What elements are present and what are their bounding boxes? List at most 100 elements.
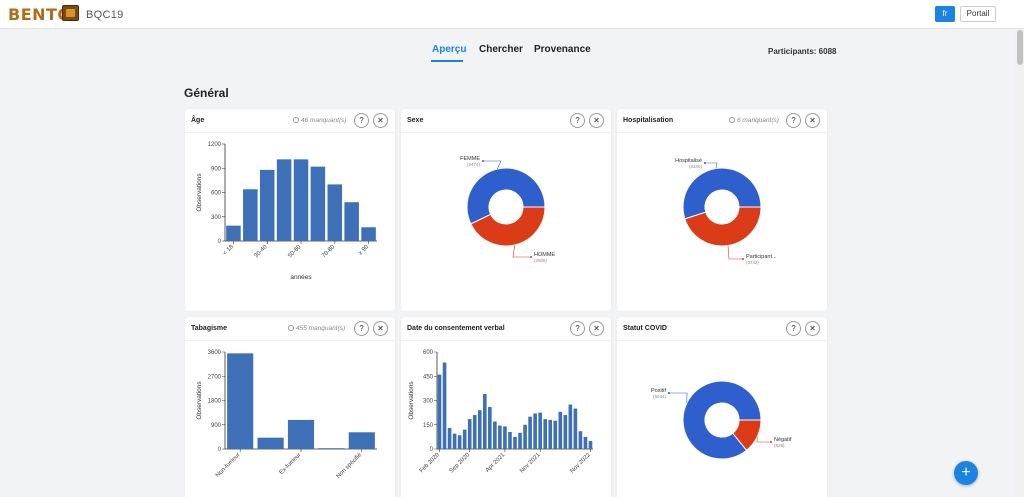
missing-label: 6 manquant(s) — [737, 117, 779, 124]
bar — [447, 427, 452, 449]
pie-slice — [682, 167, 762, 220]
bar — [553, 420, 558, 449]
participants-count: Participants: 6088 — [768, 47, 837, 56]
bar — [503, 426, 507, 449]
pie-slice — [682, 380, 762, 460]
card-title: Âge — [191, 117, 205, 124]
x-axis-label: années — [290, 274, 312, 281]
card-consentement: Date du consentement verbal ? ✕ 0 150 300 4… — [401, 317, 611, 497]
card-statut-covid: Statut COVID ? ✕ Positif (5034) Négatif (82… — [617, 317, 827, 497]
bar — [488, 406, 492, 449]
card-sexe: Sexe ? ✕ FEMME (3474) HOMME (2606) — [401, 109, 611, 311]
x-tick-label: Nov 2022 — [569, 452, 592, 475]
x-tick-label: Sep 2020 — [449, 452, 472, 475]
x-tick-label: Nov 2021 — [519, 452, 542, 475]
bar — [462, 429, 467, 449]
leader-dot — [704, 162, 706, 164]
y-tick-label: 900 — [211, 423, 222, 429]
missing-count[interactable]: 6 manquant(s) — [729, 117, 779, 124]
app-name: BQC19 — [86, 9, 124, 21]
card-title: Sexe — [407, 117, 424, 124]
x-tick-label: Apr 2021 — [485, 452, 507, 474]
pie-slice — [684, 206, 762, 247]
bar — [508, 432, 512, 449]
users-icon — [288, 325, 294, 331]
y-axis-label: Observations — [408, 381, 415, 420]
bar — [578, 431, 583, 449]
language-button[interactable]: fr — [935, 6, 955, 22]
bar — [568, 404, 573, 449]
slice-value: (829) — [774, 443, 785, 448]
leader-dot — [770, 441, 772, 443]
x-tick-label: 70-80 — [321, 244, 337, 260]
close-button[interactable]: ✕ — [373, 113, 388, 128]
help-button[interactable]: ? — [570, 113, 585, 128]
scrollbar-track[interactable] — [1015, 29, 1024, 497]
missing-count[interactable]: 46 manquant(s) — [293, 117, 347, 124]
bar — [276, 159, 292, 241]
bar — [327, 184, 343, 241]
slice-value: (2742) — [746, 260, 760, 265]
card-title: Hospitalisation — [623, 117, 674, 124]
leader-dot — [482, 160, 484, 162]
y-tick-label: 600 — [423, 350, 434, 356]
bar — [573, 408, 578, 449]
close-button[interactable]: ✕ — [589, 113, 604, 128]
y-tick-label: 900 — [211, 166, 222, 172]
y-axis-label: Observations — [196, 381, 203, 420]
logo[interactable]: BENTO — [8, 5, 72, 24]
bar — [543, 419, 548, 449]
help-button[interactable]: ? — [786, 321, 801, 336]
bar — [257, 437, 284, 449]
close-button[interactable]: ✕ — [805, 113, 820, 128]
portal-button[interactable]: Portail — [960, 6, 996, 22]
close-button[interactable]: ✕ — [589, 321, 604, 336]
card-header: Statut COVID ? ✕ — [617, 317, 827, 341]
bar — [452, 433, 457, 449]
help-button[interactable]: ? — [570, 321, 585, 336]
card-title: Statut COVID — [623, 325, 667, 332]
top-bar: BENTO BQC19 fr Portail — [0, 0, 1024, 29]
missing-label: 455 manquant(s) — [296, 325, 346, 332]
y-tick-label: 450 — [423, 374, 434, 380]
y-tick-label: 1800 — [208, 399, 222, 405]
tab-apercu[interactable]: Aperçu — [432, 44, 467, 55]
card-header: Sexe ? ✕ — [401, 109, 611, 133]
missing-count[interactable]: 455 manquant(s) — [288, 325, 345, 332]
missing-label: 46 manquant(s) — [301, 117, 347, 124]
bar — [528, 416, 532, 449]
bar — [287, 419, 315, 449]
bar — [243, 189, 258, 241]
slice-value: (3474) — [467, 162, 481, 167]
slice-label: FEMME — [460, 156, 480, 162]
tab-chercher[interactable]: Chercher — [479, 44, 523, 55]
card-header: Hospitalisation 6 manquant(s) ? ✕ — [617, 109, 827, 133]
sexe-chart: FEMME(3474) HOMME(2606) — [460, 156, 555, 263]
help-button[interactable]: ? — [786, 113, 801, 128]
help-button[interactable]: ? — [354, 321, 369, 336]
card-header: Âge 46 manquant(s) ? ✕ — [185, 109, 395, 133]
bar — [588, 440, 593, 449]
x-tick-label: Ex-fumeur — [279, 452, 303, 476]
bar — [227, 353, 254, 449]
bar — [513, 436, 517, 449]
users-icon — [729, 117, 735, 123]
close-button[interactable]: ✕ — [805, 321, 820, 336]
x-tick-label: Non spécifié — [336, 452, 364, 480]
hospitalisation-chart: Hospitalisé(3340) Participant...(2742) — [675, 158, 777, 265]
x-tick-label: ≥ 90 — [357, 244, 370, 257]
slice-value: (5034) — [653, 394, 667, 399]
slice-value: (2606) — [534, 258, 548, 263]
leader-line — [756, 436, 771, 443]
leader-dot — [530, 256, 532, 258]
bar — [583, 436, 588, 449]
card-header: Date du consentement verbal ? ✕ — [401, 317, 611, 341]
tab-provenance[interactable]: Provenance — [534, 44, 591, 55]
slice-label: Hospitalisé — [675, 158, 702, 164]
card-age: Âge 46 manquant(s) ? ✕ 0 300 600 900 1200 < 1… — [185, 109, 395, 311]
scrollbar-thumb[interactable] — [1017, 30, 1023, 65]
close-button[interactable]: ✕ — [373, 321, 388, 336]
add-button[interactable]: + — [954, 461, 978, 485]
y-axis-label: Observations — [196, 173, 203, 212]
help-button[interactable]: ? — [354, 113, 369, 128]
